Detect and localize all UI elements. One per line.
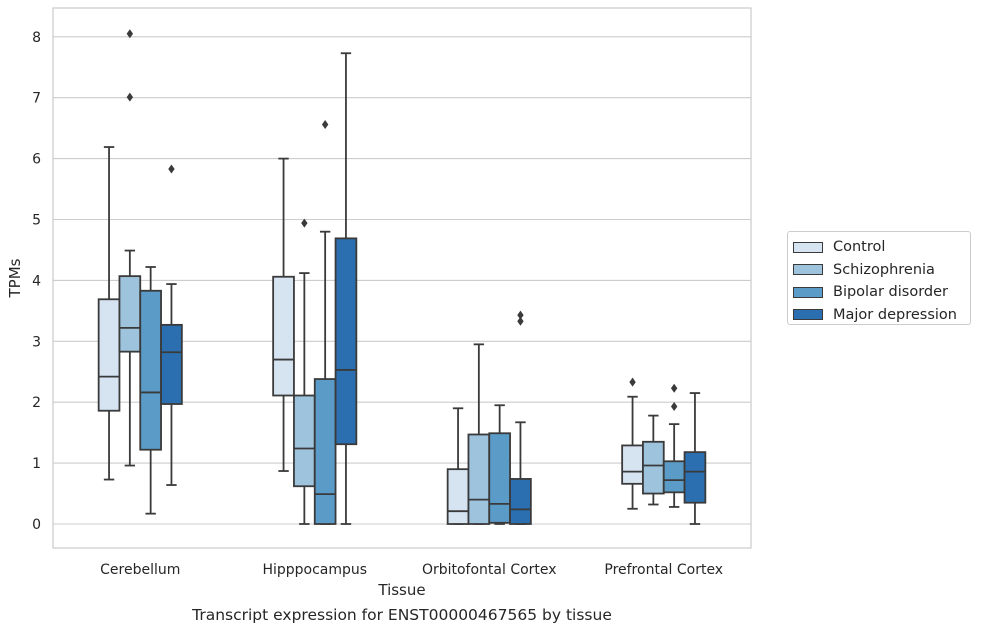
- outlier-point: [168, 164, 175, 174]
- box-iqr: [160, 323, 183, 405]
- box-iqr: [97, 298, 121, 412]
- chart-caption: Transcript expression for ENST0000046756…: [192, 606, 612, 624]
- box-schizophrenia: [293, 218, 316, 525]
- legend-label-major-depression: Major depression: [833, 306, 957, 323]
- x-axis-ticks: Cerebellum Hipppocampus Orbitofontal Corte…: [100, 562, 723, 578]
- box-iqr: [272, 275, 295, 397]
- y-tick-label: 7: [32, 91, 41, 107]
- box-iqr: [642, 440, 665, 495]
- box-bipolar-disorder: [139, 266, 162, 515]
- outlier-point: [301, 218, 308, 228]
- box-iqr: [293, 394, 316, 488]
- y-tick-label: 2: [32, 395, 41, 411]
- x-tick-label: Orbitofontal Cortex: [422, 562, 557, 578]
- x-tick-label: Hipppocampus: [262, 562, 367, 578]
- legend-swatch-bipolar-disorder: [793, 286, 823, 298]
- y-axis-ticks: 0 1 2 3 4 5 6 7 8: [32, 30, 41, 533]
- box-major-depression: [160, 164, 183, 486]
- box-control: [446, 407, 470, 525]
- box-bipolar-disorder: [488, 404, 511, 525]
- outlier-point: [517, 310, 524, 320]
- box-iqr: [467, 433, 491, 525]
- box-iqr: [488, 432, 511, 524]
- outlier-point: [629, 377, 636, 387]
- outlier-point: [517, 316, 524, 326]
- box-control: [272, 157, 295, 472]
- box-schizophrenia: [118, 29, 142, 467]
- legend: Control Schizophrenia Bipolar disorder M…: [787, 231, 971, 325]
- box-schizophrenia: [642, 414, 665, 506]
- legend-swatch-major-depression: [793, 309, 823, 321]
- outlier-point: [321, 119, 329, 129]
- box-iqr: [509, 478, 532, 525]
- y-tick-label: 8: [32, 30, 41, 46]
- box-iqr: [621, 444, 644, 485]
- box-iqr: [334, 237, 358, 446]
- legend-swatch-schizophrenia: [793, 264, 823, 276]
- box-iqr: [683, 451, 707, 504]
- y-tick-label: 4: [32, 273, 41, 289]
- x-axis-label: Tissue: [377, 581, 425, 599]
- y-tick-label: 3: [32, 334, 41, 350]
- box-major-depression: [334, 52, 358, 525]
- legend-item-schizophrenia: Schizophrenia: [793, 259, 970, 282]
- y-tick-label: 0: [32, 517, 41, 533]
- legend-item-major-depression: Major depression: [793, 304, 970, 327]
- box-schizophrenia: [467, 343, 491, 525]
- plot-frame: [52, 7, 752, 549]
- legend-item-bipolar-disorder: Bipolar disorder: [793, 281, 970, 304]
- box-iqr: [118, 275, 142, 353]
- legend-label-schizophrenia: Schizophrenia: [833, 261, 935, 278]
- x-tick-label: Prefrontal Cortex: [604, 562, 723, 578]
- legend-label-bipolar-disorder: Bipolar disorder: [833, 284, 948, 301]
- box-iqr: [313, 378, 337, 525]
- box-major-depression: [509, 310, 532, 525]
- y-axis-label: TPMs: [6, 258, 24, 298]
- x-tick-label: Cerebellum: [100, 562, 180, 578]
- legend-swatch-control: [793, 241, 823, 253]
- box-iqr: [139, 289, 162, 451]
- box-major-depression: [683, 392, 707, 525]
- box-control: [621, 377, 644, 510]
- box-iqr: [446, 468, 470, 525]
- box-iqr: [662, 460, 686, 494]
- box-bipolar-disorder: [313, 119, 337, 525]
- outlier-point: [670, 383, 678, 393]
- box-bipolar-disorder: [662, 383, 686, 508]
- outlier-point: [670, 401, 678, 411]
- outlier-point: [126, 29, 134, 39]
- boxes: [97, 29, 707, 525]
- y-tick-label: 1: [32, 456, 41, 472]
- outlier-point: [126, 92, 134, 102]
- y-tick-label: 6: [32, 152, 41, 168]
- box-control: [97, 146, 121, 481]
- legend-label-control: Control: [833, 239, 886, 256]
- legend-item-control: Control: [793, 236, 970, 259]
- y-tick-label: 5: [32, 213, 41, 229]
